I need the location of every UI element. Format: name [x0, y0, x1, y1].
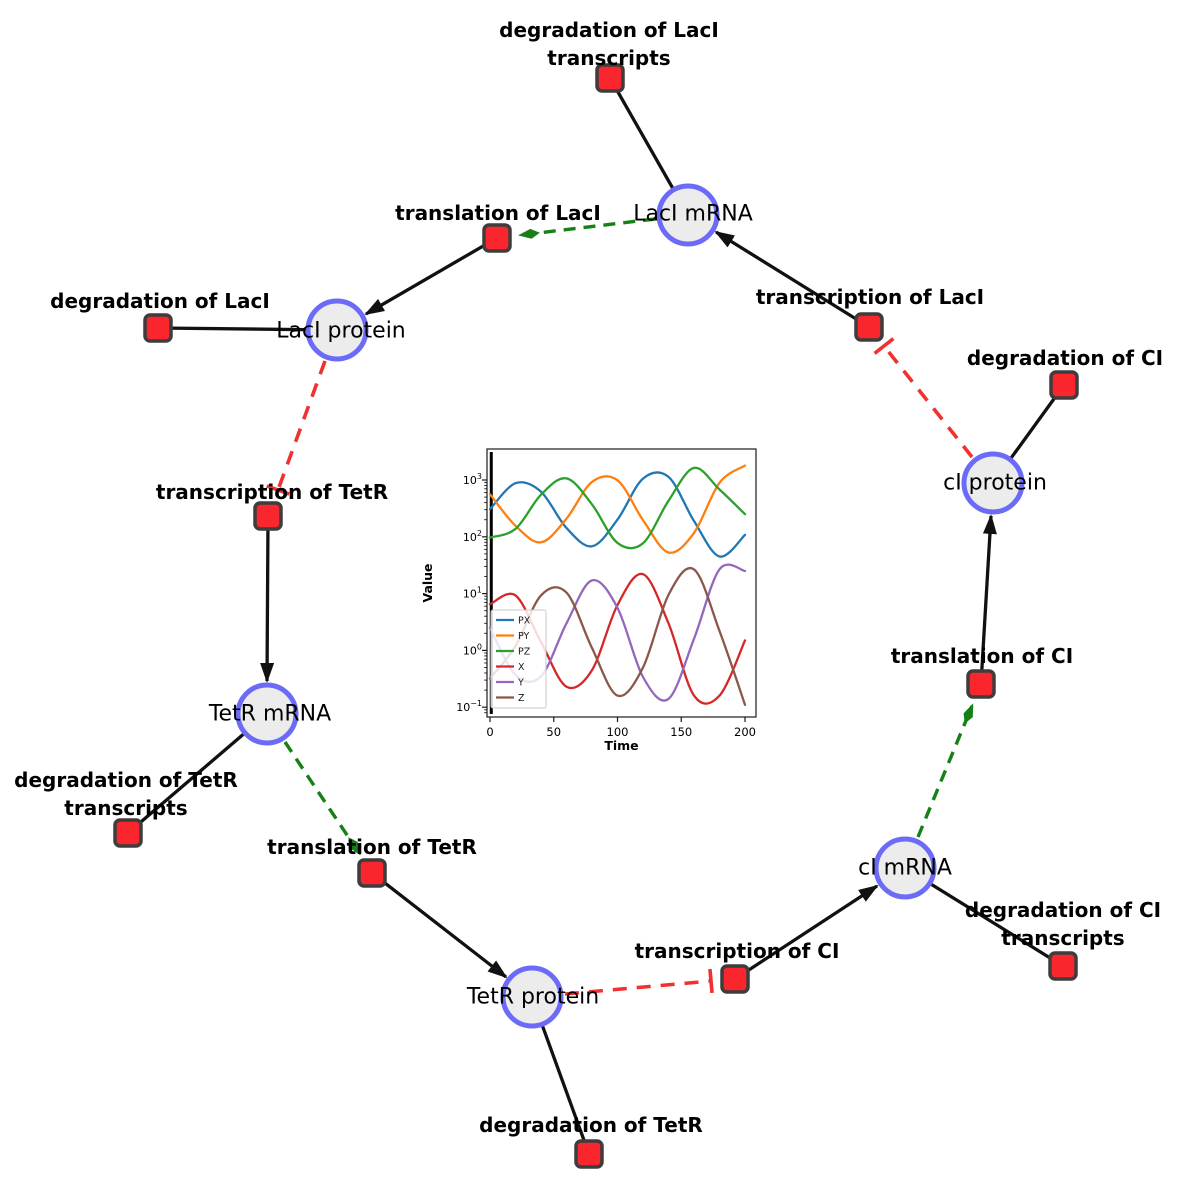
reaction-node-degradation-ci — [1049, 370, 1079, 400]
y-axis-title: Value — [420, 563, 435, 602]
edge-cimrna-modifies-translation — [916, 703, 974, 838]
label-transcription-laci: transcription of LacI — [755, 285, 985, 309]
x-axis-title: Time — [604, 738, 638, 753]
label-degradation-ci-transcripts: degradation of CI transcripts — [965, 896, 1161, 952]
species-node-ci-protein — [961, 451, 1025, 515]
edge-translation-laci-to-protein — [364, 236, 498, 316]
label-line: transcripts — [64, 796, 188, 820]
edge-transcription-tetr-to-mrna — [260, 519, 275, 683]
label-line: transcripts — [547, 46, 671, 70]
label-degradation-laci-transcripts: degradation of LacI transcripts — [499, 16, 719, 72]
edge-tetrprotein-inhibits-transcription-ci — [564, 968, 714, 996]
edge-translation-ci-to-protein — [979, 514, 997, 685]
legend-entry-X: X — [518, 662, 525, 673]
x-tick-label: 200 — [734, 725, 756, 739]
reaction-node-transcription-laci — [854, 312, 884, 342]
y-axis: 10−1 100 101 102 103 Value — [420, 472, 487, 714]
series-PX-line — [488, 471, 747, 558]
label-tetr-protein: TetR protein — [466, 984, 600, 1010]
plot-axes-box — [486, 448, 757, 718]
reaction-node-transcription-tetr — [253, 501, 283, 531]
y-tick-label: 102 — [463, 529, 482, 544]
reaction-node-translation-ci — [966, 669, 996, 699]
label-ci-mrna: cI mRNA — [858, 855, 952, 881]
label-degradation-tetr-transcripts: degradation of TetR transcripts — [14, 766, 238, 822]
plot-legend: PX PY PZ XYZ — [490, 609, 547, 709]
label-laci-mrna: LacI mRNA — [633, 201, 753, 227]
edge-translation-tetr-to-protein — [370, 871, 508, 979]
label-ci-protein: cI protein — [943, 470, 1047, 496]
x-tick-label: 100 — [607, 725, 629, 739]
legend-entry-Y: Y — [517, 678, 524, 689]
legend-entry-PY: PY — [518, 631, 530, 642]
label-translation-ci: translation of CI — [890, 644, 1074, 668]
series-PY-line — [488, 464, 747, 554]
label-laci-protein: LacI protein — [276, 318, 406, 344]
label-line: degradation of TetR — [14, 768, 238, 792]
x-tick-label: 150 — [670, 725, 692, 739]
label-degradation-ci: degradation of CI — [966, 346, 1164, 370]
edge-transcription-ci-to-mrna — [734, 884, 879, 981]
species-node-laci-protein — [305, 298, 369, 362]
edge-tetrmrna-modifies-translation — [283, 741, 361, 856]
edge-laciprotein-inhibits-transcription-tetr — [266, 360, 327, 496]
species-node-laci-mrna — [656, 183, 720, 247]
label-transcription-ci: transcription of CI — [634, 939, 840, 963]
label-translation-laci: translation of LacI — [395, 201, 601, 225]
reaction-node-degradation-tetr-transcripts — [113, 818, 143, 848]
x-tick-label: 50 — [546, 725, 561, 739]
species-node-ci-mrna — [873, 836, 937, 900]
label-degradation-tetr: degradation of TetR — [479, 1113, 703, 1137]
reaction-node-transcription-ci — [720, 964, 750, 994]
x-tick-label: 0 — [486, 725, 493, 739]
label-tetr-mrna: TetR mRNA — [208, 701, 332, 727]
label-degradation-laci: degradation of LacI — [50, 289, 270, 313]
edge-ciprotein-inhibits-transcription-laci — [873, 337, 974, 459]
reaction-node-translation-laci — [482, 223, 512, 253]
y-tick-label: 103 — [463, 472, 482, 487]
label-line: degradation of LacI — [499, 18, 719, 42]
label-line: degradation of CI — [964, 898, 1162, 922]
reaction-node-degradation-tetr — [574, 1139, 604, 1169]
x-axis: 0 50 100 150 200 Time — [486, 717, 756, 753]
reaction-node-translation-tetr — [357, 858, 387, 888]
y-tick-label: 10−1 — [456, 699, 482, 714]
legend-entry-PX: PX — [518, 616, 531, 627]
legend-entry-Z: Z — [518, 693, 525, 704]
y-tick-label: 101 — [463, 586, 482, 601]
reaction-node-degradation-laci — [143, 313, 173, 343]
species-node-tetr-protein — [500, 965, 564, 1029]
label-transcription-tetr: transcription of TetR — [155, 480, 389, 504]
label-line: transcripts — [1001, 926, 1125, 950]
reaction-node-degradation-laci-transcripts — [595, 63, 625, 93]
y-tick-label: 100 — [463, 642, 482, 657]
series-Z-line — [488, 566, 747, 706]
edge-transcription-laci-to-mrna — [714, 230, 870, 329]
species-node-tetr-mrna — [235, 682, 299, 746]
reaction-node-degradation-ci-transcripts — [1048, 951, 1078, 981]
inset-timeseries-plot: 0 50 100 150 200Time10−1100101102103ValuePXP… — [420, 448, 757, 753]
legend-entry-PZ: PZ — [518, 647, 531, 658]
edge-lacimrna-modifies-translation — [518, 217, 656, 239]
series-PZ-line — [488, 466, 747, 550]
label-translation-tetr: translation of TetR — [267, 835, 477, 859]
